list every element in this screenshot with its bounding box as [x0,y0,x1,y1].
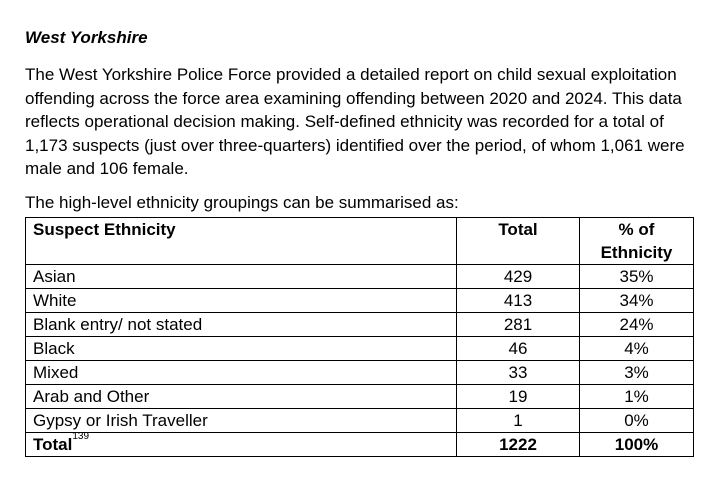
header-percent-ethnicity: % of Ethnicity [579,216,694,265]
table-row: Asian 429 35% [25,263,694,289]
cell-percent: 3% [579,359,694,385]
cell-percent: 4% [579,335,694,361]
table-total-row: Total139 1222 100% [25,430,694,457]
header-suspect-ethnicity: Suspect Ethnicity [25,216,457,265]
cell-ethnicity: Blank entry/ not stated [25,311,457,337]
body-paragraph: The West Yorkshire Police Force provided… [25,65,685,178]
document-page: West Yorkshire The West Yorkshire Police… [25,28,695,457]
cell-percent: 35% [579,263,694,289]
cell-percent: 24% [579,311,694,337]
total-label: Total [33,434,73,454]
table-row: Mixed 33 3% [25,359,694,385]
table-row: Arab and Other 19 1% [25,383,694,409]
cell-total: 429 [456,263,580,289]
table-header-row: Suspect Ethnicity Total % of Ethnicity [25,216,694,265]
cell-ethnicity: Mixed [25,359,457,385]
section-heading: West Yorkshire [25,28,148,47]
ethnicity-table: Suspect Ethnicity Total % of Ethnicity A… [25,216,694,457]
header-percent-line2: Ethnicity [600,242,673,262]
header-total: Total [456,216,580,265]
header-percent-line1: % of [618,219,655,239]
table-row: Blank entry/ not stated 281 24% [25,311,694,337]
cell-ethnicity: Gypsy or Irish Traveller [25,407,457,433]
cell-total: 413 [456,287,580,313]
table-intro: The high-level ethnicity groupings can b… [25,192,459,212]
table-row: White 413 34% [25,287,694,313]
cell-percent: 34% [579,287,694,313]
total-value: 1222 [456,431,580,457]
cell-total: 1 [456,407,580,433]
table-row: Black 46 4% [25,335,694,361]
cell-total: 33 [456,359,580,385]
cell-ethnicity: Asian [25,263,457,289]
cell-ethnicity: White [25,287,457,313]
cell-total: 46 [456,335,580,361]
total-label-cell: Total139 [25,430,457,457]
cell-percent: 0% [579,407,694,433]
total-percent: 100% [579,431,694,457]
cell-ethnicity: Black [25,335,457,361]
cell-percent: 1% [579,383,694,409]
footnote-marker: 139 [72,430,90,442]
table-row: Gypsy or Irish Traveller 1 0% [25,407,694,433]
cell-ethnicity: Arab and Other [25,383,457,409]
cell-total: 281 [456,311,580,337]
cell-total: 19 [456,383,580,409]
